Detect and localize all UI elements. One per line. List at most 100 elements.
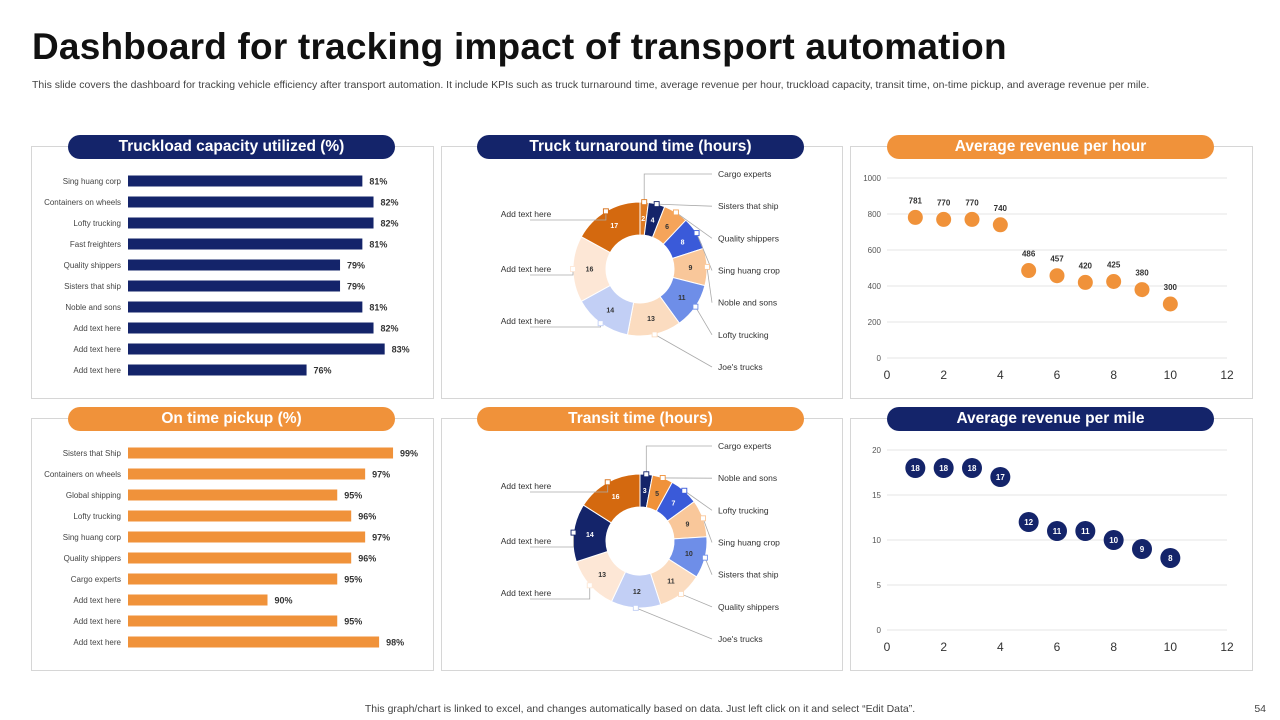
rev-hour-scatter-chart[interactable]: 0 200 400 600 800 1000 0 2 4 6 8 10 12 781 770 770 740 48… xyxy=(851,147,1252,398)
rev_hour-x-tick-label: 8 xyxy=(1110,368,1117,382)
ontime-category-label: Add text here xyxy=(73,617,121,626)
rev_hour-y-tick-label: 200 xyxy=(868,318,882,327)
rev_hour-y-tick-label: 1000 xyxy=(863,174,881,183)
turnaround-leader-marker xyxy=(672,209,679,216)
transit-category-label: Quality shippers xyxy=(718,602,779,612)
transit-leader-line xyxy=(684,490,713,511)
transit-category-label: Sing huang crop xyxy=(718,538,780,548)
transit-leader-marker xyxy=(570,529,577,536)
panel-truckload: Sing huang corp 81% Containers on wheels 82… xyxy=(31,146,434,399)
ontime-bar-chart[interactable]: Sisters that Ship 99% Containers on wheels… xyxy=(32,419,433,670)
rev_hour-x-tick-label: 6 xyxy=(1054,368,1061,382)
ontime-bar xyxy=(128,552,352,564)
truckload-data-label: 81% xyxy=(369,177,387,187)
truckload-bar xyxy=(128,280,341,292)
rev_mile-y-tick-label: 10 xyxy=(872,536,881,545)
turnaround-leader-marker xyxy=(692,303,699,310)
rev_mile-x-tick-label: 12 xyxy=(1220,640,1234,654)
turnaround-category-label: Add text here xyxy=(501,209,552,219)
turnaround-leader-line xyxy=(656,203,713,207)
truckload-data-label: 82% xyxy=(381,324,399,334)
rev_mile-x-tick-label: 0 xyxy=(884,640,891,654)
rev-mile-scatter-chart[interactable]: 0 5 10 15 20 0 2 4 6 8 10 12 18 18 18 17 12 11 11 10 9 8 xyxy=(851,419,1252,670)
rev_hour-data-label: 770 xyxy=(937,198,951,207)
truckload-category-label: Quality shippers xyxy=(64,261,121,270)
turnaround-leader-marker xyxy=(653,201,660,208)
transit-value-label: 11 xyxy=(667,578,675,585)
rev_hour-data-label: 425 xyxy=(1107,261,1121,270)
transit-value-label: 13 xyxy=(598,572,606,579)
ontime-bar xyxy=(128,573,338,585)
ontime-bar xyxy=(128,489,338,501)
rev_hour-y-tick-label: 800 xyxy=(868,210,882,219)
transit-value-label: 3 xyxy=(643,488,647,495)
transit-leader-line xyxy=(702,518,713,543)
rev_hour-point xyxy=(1049,268,1065,284)
ontime-data-label: 97% xyxy=(372,470,390,480)
rev_hour-data-label: 740 xyxy=(994,204,1008,213)
rev_mile-point xyxy=(1075,521,1096,541)
rev_hour-data-label: 486 xyxy=(1022,250,1036,259)
ontime-data-label: 96% xyxy=(358,554,376,564)
rev_mile-point xyxy=(1132,539,1152,559)
rev_mile-point xyxy=(962,458,982,478)
rev_hour-point xyxy=(907,209,923,225)
rev_hour-x-tick-label: 0 xyxy=(884,368,891,382)
transit-leader-marker xyxy=(632,604,639,611)
truckload-category-label: Lofty trucking xyxy=(73,219,121,228)
ontime-bar xyxy=(128,594,268,606)
panel-rev-hour: 0 200 400 600 800 1000 0 2 4 6 8 10 12 781 770 770 740 48… xyxy=(850,146,1253,399)
ontime-data-label: 95% xyxy=(344,575,362,585)
rev_hour-point xyxy=(1106,274,1122,289)
ontime-chart-title: On time pickup (%) xyxy=(68,407,395,431)
turnaround-donut-chart[interactable]: 2 4 6 8 9 11 13 14 16 17 Cargo experts Sisters that… xyxy=(442,147,842,398)
rev_mile-y-tick-label: 20 xyxy=(872,446,881,455)
turnaround-category-label: Sing huang crop xyxy=(718,266,780,276)
rev_mile-x-tick-label: 4 xyxy=(997,640,1004,654)
turnaround-leader-marker xyxy=(651,331,658,338)
ontime-category-label: Lofty trucking xyxy=(73,512,121,521)
rev_mile-data-label: 11 xyxy=(1081,527,1090,536)
truckload-category-label: Containers on wheels xyxy=(44,198,121,207)
rev_hour-x-tick-label: 2 xyxy=(940,368,947,382)
truckload-bar xyxy=(128,322,374,334)
ontime-data-label: 98% xyxy=(386,638,404,648)
turnaround-leader-marker xyxy=(641,199,648,206)
transit-category-label: Add text here xyxy=(501,481,552,491)
truckload-bar-chart[interactable]: Sing huang corp 81% Containers on wheels 82… xyxy=(32,147,433,398)
panel-ontime: Sisters that Ship 99% Containers on wheels… xyxy=(31,418,434,671)
ontime-data-label: 90% xyxy=(275,596,293,606)
rev_hour-point xyxy=(992,217,1008,233)
transit-leader-marker xyxy=(659,475,666,481)
rev_hour-y-tick-label: 0 xyxy=(877,354,882,363)
turnaround-category-label: Add text here xyxy=(501,264,552,274)
rev_hour-point xyxy=(936,211,952,227)
transit-leader-marker xyxy=(681,487,688,494)
transit-leader-line xyxy=(635,607,713,640)
transit-donut-chart[interactable]: 3 5 7 9 10 11 12 13 14 16 Cargo experts Noble and s… xyxy=(442,419,842,670)
rev_hour-y-tick-label: 600 xyxy=(868,246,882,255)
rev_hour-x-tick-label: 12 xyxy=(1220,368,1234,382)
truckload-bar xyxy=(128,217,374,229)
ontime-data-label: 99% xyxy=(400,449,418,459)
turnaround-slice xyxy=(580,201,641,254)
ontime-bar xyxy=(128,615,338,627)
transit-leader-marker xyxy=(604,479,611,486)
ontime-category-label: Cargo experts xyxy=(71,575,121,584)
ontime-category-label: Quality shippers xyxy=(64,554,121,563)
truckload-bar xyxy=(128,343,385,355)
truckload-data-label: 82% xyxy=(381,198,399,208)
transit-category-label: Add text here xyxy=(501,536,552,546)
truckload-data-label: 76% xyxy=(314,366,332,376)
truckload-bar xyxy=(128,259,341,271)
turnaround-chart-title: Truck turnaround time (hours) xyxy=(477,135,804,159)
rev_hour-data-label: 781 xyxy=(909,196,923,205)
truckload-data-label: 83% xyxy=(392,345,410,355)
transit-category-label: Joe's trucks xyxy=(718,634,763,644)
truckload-bar xyxy=(128,196,374,208)
transit-leader-marker xyxy=(701,554,708,561)
rev_mile-x-tick-label: 10 xyxy=(1164,640,1178,654)
rev_mile-x-tick-label: 8 xyxy=(1110,640,1117,654)
panel-transit: 3 5 7 9 10 11 12 13 14 16 Cargo experts Noble and s… xyxy=(441,418,843,671)
turnaround-value-label: 16 xyxy=(586,267,594,274)
